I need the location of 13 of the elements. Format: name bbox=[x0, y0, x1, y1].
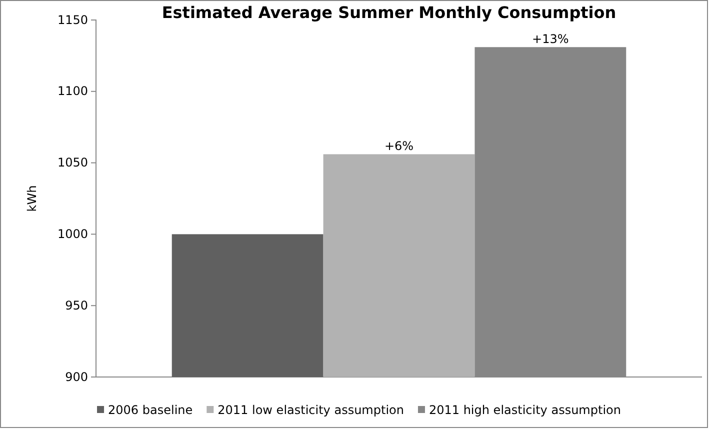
y-tick-label: 900 bbox=[65, 370, 88, 384]
annotation: +13% bbox=[532, 32, 569, 46]
y-tick-label: 1000 bbox=[57, 227, 88, 242]
y-tick-label: 950 bbox=[65, 298, 88, 312]
y-tick-label: 1150 bbox=[57, 12, 88, 27]
y-axis-title: kWh bbox=[25, 185, 39, 212]
chart-title: Estimated Average Summer Monthly Consumption bbox=[162, 3, 616, 22]
legend-label: 2011 low elasticity assumption bbox=[218, 403, 404, 418]
legend-label: 2011 high elasticity assumption bbox=[428, 403, 621, 418]
annotation: +6% bbox=[384, 139, 414, 154]
y-tick-label: 1050 bbox=[57, 156, 88, 170]
y-tick-label: 1100 bbox=[57, 84, 88, 98]
legend-label: 2006 baseline bbox=[108, 403, 193, 418]
